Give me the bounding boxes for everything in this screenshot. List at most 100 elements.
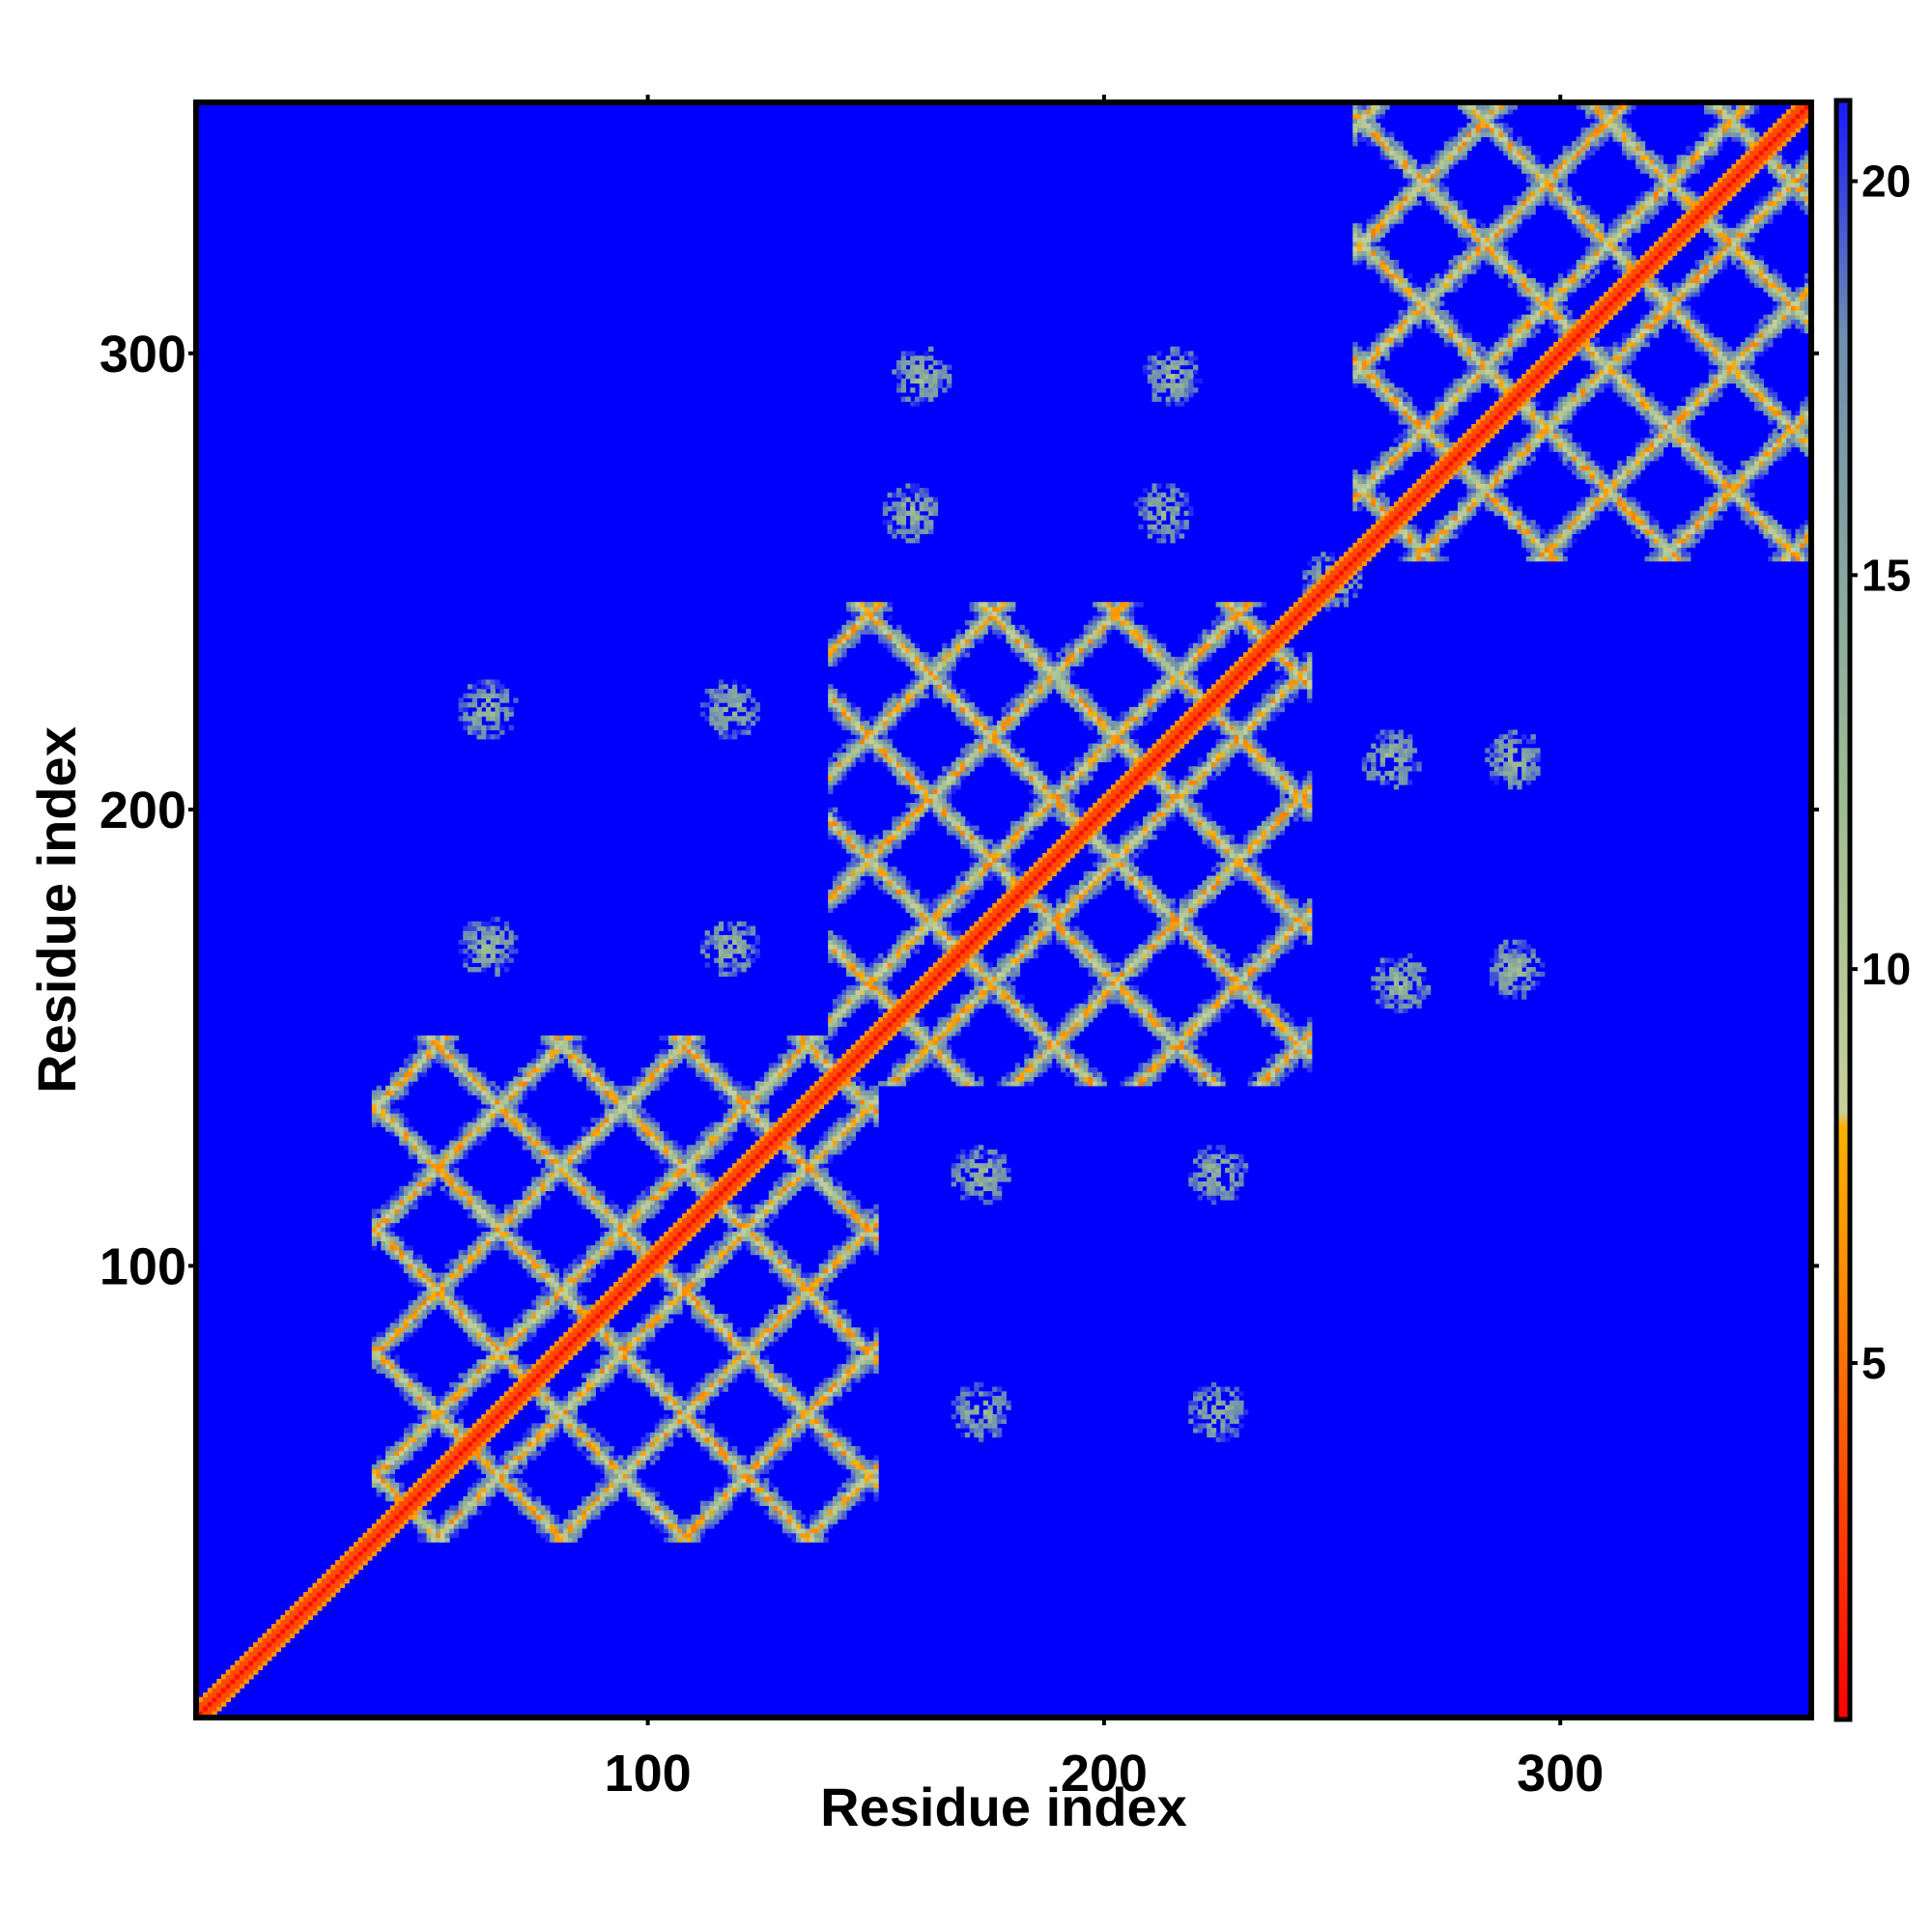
heatmap-cell [495, 1094, 500, 1100]
heatmap-cell [668, 1254, 674, 1260]
heatmap-cell [699, 1204, 706, 1209]
heatmap-cell [503, 1455, 510, 1461]
heatmap-cell [664, 1537, 669, 1543]
heatmap-cell [572, 1267, 578, 1274]
heatmap-cell [421, 1066, 428, 1073]
heatmap-cell [677, 1519, 683, 1524]
heatmap-cell [517, 1368, 524, 1374]
heatmap-cell [654, 1373, 660, 1378]
heatmap-cell [485, 930, 492, 936]
heatmap-cell [403, 1519, 410, 1524]
heatmap-cell [513, 1254, 519, 1260]
heatmap-cell [654, 1135, 660, 1142]
heatmap-cell [668, 1318, 674, 1324]
heatmap-cell [567, 1181, 574, 1187]
heatmap-cell [590, 1373, 596, 1378]
heatmap-cell [696, 1149, 701, 1155]
heatmap-cell [376, 1108, 382, 1114]
heatmap-cell [389, 1090, 396, 1095]
heatmap-cell [664, 1304, 669, 1310]
heatmap-cell [636, 1249, 642, 1256]
heatmap-cell [691, 1281, 696, 1288]
heatmap-cell [567, 1177, 574, 1182]
heatmap-cell [399, 1085, 405, 1092]
heatmap-cell [613, 1460, 619, 1465]
heatmap-cell [535, 1304, 542, 1310]
heatmap-cell [212, 1706, 217, 1712]
heatmap-cell [444, 1272, 450, 1278]
heatmap-cell [481, 1327, 487, 1333]
heatmap-cell [545, 1264, 551, 1269]
heatmap-cell [636, 1254, 642, 1260]
heatmap-cell [572, 1537, 578, 1543]
heatmap-cell [508, 1468, 514, 1474]
heatmap-cell [654, 1126, 660, 1132]
heatmap-cell [503, 1081, 510, 1087]
heatmap-cell [640, 1492, 646, 1497]
heatmap-cell [750, 1463, 756, 1470]
heatmap-cell [659, 1277, 665, 1283]
heatmap-cell [381, 1245, 386, 1251]
heatmap-cell [458, 1181, 464, 1187]
heatmap-cell [632, 1341, 638, 1347]
heatmap-cell [550, 1277, 555, 1283]
heatmap-cell [736, 1213, 743, 1219]
heatmap-cell [248, 1656, 254, 1662]
heatmap-cell [572, 1341, 578, 1347]
heatmap-cell [577, 1149, 582, 1155]
heatmap-cell [585, 1514, 592, 1520]
heatmap-cell [435, 1413, 441, 1420]
heatmap-cell [535, 1158, 542, 1164]
heatmap-cell [371, 1463, 378, 1470]
heatmap-cell [736, 944, 743, 950]
heatmap-cell [485, 1445, 492, 1452]
heatmap-cell [522, 1240, 528, 1246]
heatmap-cell [444, 1396, 450, 1402]
heatmap-cell [499, 688, 505, 695]
heatmap-cell [371, 1090, 378, 1095]
heatmap-cell [503, 952, 510, 959]
heatmap-cell [563, 1400, 569, 1406]
heatmap-cell [572, 1058, 578, 1064]
heatmap-cell [440, 1400, 446, 1406]
heatmap-cell [649, 1445, 656, 1452]
heatmap-cell [513, 1468, 519, 1474]
heatmap-cell [522, 1450, 528, 1457]
heatmap-cell [595, 1510, 601, 1516]
heatmap-cell [632, 1363, 638, 1370]
heatmap-cell [417, 1510, 423, 1516]
heatmap-cell [239, 1683, 245, 1689]
heatmap-cell [326, 1587, 331, 1593]
heatmap-cell [682, 1272, 688, 1278]
heatmap-cell [640, 1277, 646, 1283]
heatmap-cell [736, 729, 743, 735]
heatmap-cell [736, 1468, 743, 1474]
heatmap-cell [727, 1135, 733, 1142]
heatmap-cell [590, 1514, 596, 1520]
heatmap-cell [736, 1204, 743, 1209]
heatmap-cell [600, 1478, 606, 1484]
heatmap-cell [595, 1322, 601, 1328]
heatmap-cell [490, 1359, 496, 1365]
heatmap-cell [746, 1468, 752, 1474]
heatmap-cell [699, 1063, 706, 1068]
heatmap-cell [558, 1523, 564, 1529]
heatmap-cell [495, 939, 500, 946]
heatmap-cell [590, 1441, 596, 1447]
heatmap-cell [458, 1267, 464, 1274]
heatmap-cell [604, 1331, 611, 1338]
heatmap-cell [558, 1409, 564, 1415]
heatmap-cell [381, 1213, 386, 1219]
heatmap-cell [691, 1181, 696, 1187]
heatmap-cell [468, 1386, 473, 1392]
heatmap-cell [709, 1322, 715, 1328]
heatmap-cell [531, 1510, 537, 1516]
heatmap-cell [403, 1336, 410, 1342]
heatmap-cell [704, 1386, 710, 1392]
heatmap-cell [558, 1044, 564, 1050]
heatmap-cell [503, 1231, 510, 1237]
heatmap-cell [718, 729, 724, 735]
heatmap-cell [595, 1445, 601, 1452]
heatmap-cell [741, 949, 747, 954]
heatmap-cell [727, 1373, 733, 1378]
